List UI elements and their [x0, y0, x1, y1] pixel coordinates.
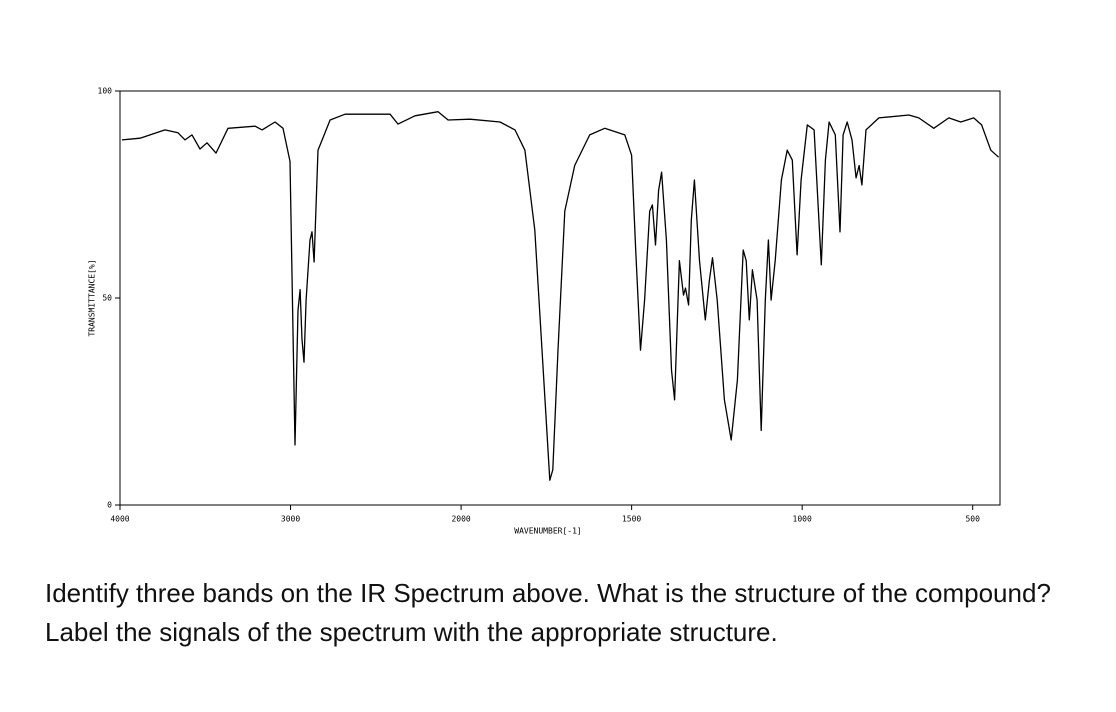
- x-axis-label: WAVENUMBER[-1]: [514, 527, 581, 536]
- spectrum-line: [121, 111, 1000, 481]
- x-tick-label: 4000: [110, 515, 129, 524]
- x-tick-label: 1500: [622, 515, 641, 524]
- x-tick-label: 2000: [451, 515, 470, 524]
- y-tick-label: 50: [102, 294, 112, 303]
- y-tick-label: 0: [107, 501, 112, 510]
- x-tick-label: 500: [965, 515, 980, 524]
- chart: WAVENUMBER[-1] TRANSMITTANCE[%] 0 50 100 40…: [88, 87, 1001, 536]
- x-tick-label: 1000: [793, 515, 812, 524]
- y-tick-label: 100: [98, 87, 113, 96]
- y-axis-label: TRANSMITTANCE[%]: [88, 259, 97, 336]
- x-tick-label: 3000: [281, 515, 300, 524]
- question-text: Identify three bands on the IR Spectrum …: [45, 578, 1051, 647]
